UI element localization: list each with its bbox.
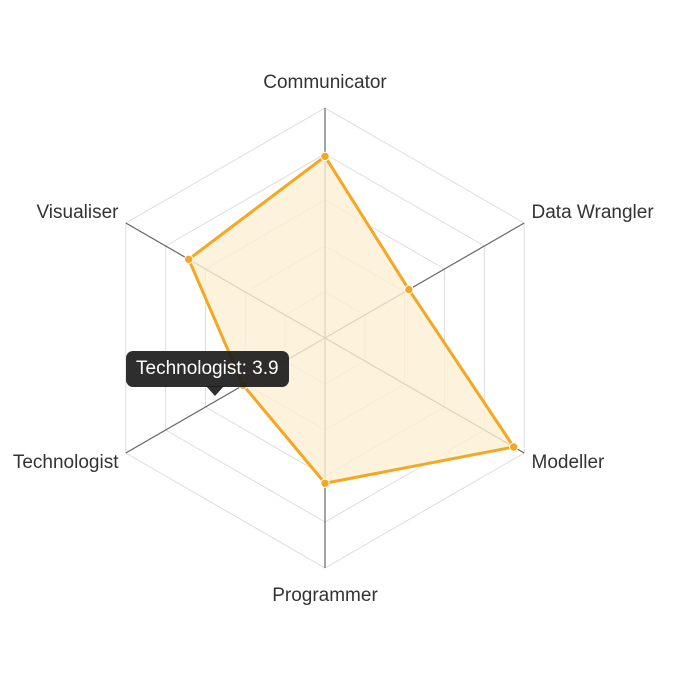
data-point[interactable] [184, 254, 194, 265]
data-tooltip: Technologist: 3.9 [126, 351, 289, 387]
series-area [187, 154, 516, 485]
axis-label: Programmer [272, 585, 378, 606]
data-point[interactable] [404, 284, 414, 295]
radar-series [184, 151, 519, 488]
axis-label: Modeller [532, 452, 606, 473]
axis-label: Communicator [263, 72, 387, 93]
data-point[interactable] [320, 478, 330, 488]
data-point[interactable] [509, 442, 519, 452]
axis-label: Technologist [13, 452, 119, 473]
axis-label: Data Wrangler [532, 202, 655, 223]
axis-labels: Communicator Data Wrangler Modeller Program… [13, 72, 654, 606]
axis-label: Visualiser [36, 202, 119, 223]
tooltip-pointer [206, 386, 224, 396]
data-point[interactable] [320, 151, 330, 162]
